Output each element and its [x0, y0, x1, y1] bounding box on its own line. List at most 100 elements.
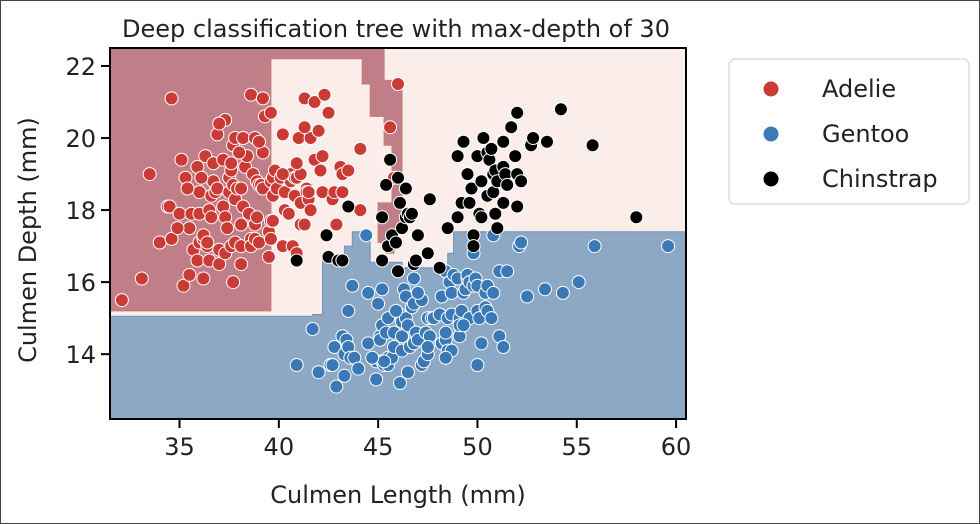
legend-label-gentoo: Gentoo: [822, 120, 909, 148]
point-gentoo: [325, 358, 340, 372]
point-chinstrap: [422, 192, 437, 207]
point-gentoo: [555, 285, 570, 300]
point-chinstrap: [474, 210, 489, 225]
point-chinstrap: [391, 264, 405, 279]
point-adelie: [301, 185, 316, 200]
point-gentoo: [327, 340, 342, 354]
point-gentoo: [289, 358, 304, 372]
point-adelie: [252, 134, 266, 149]
point-adelie: [289, 156, 304, 171]
point-gentoo: [500, 264, 515, 279]
point-adelie: [252, 235, 266, 250]
point-adelie: [275, 127, 290, 142]
point-adelie: [196, 271, 211, 286]
x-tick-label: 60: [661, 433, 692, 461]
y-tick-label: 22: [65, 53, 96, 81]
point-gentoo: [375, 282, 390, 297]
point-adelie: [204, 210, 219, 225]
point-chinstrap: [462, 195, 477, 210]
point-adelie: [232, 145, 247, 160]
point-adelie: [114, 293, 129, 308]
point-gentoo: [361, 285, 376, 300]
point-adelie: [134, 271, 149, 286]
point-adelie: [192, 185, 207, 200]
y-axis: 14 16 18 20 22: [65, 53, 110, 369]
point-gentoo: [587, 239, 602, 254]
point-chinstrap: [289, 253, 304, 268]
point-chinstrap: [393, 195, 407, 210]
y-tick-label: 20: [65, 125, 96, 153]
point-chinstrap: [629, 210, 644, 225]
point-adelie: [303, 203, 318, 218]
legend-label-adelie: Adelie: [822, 75, 896, 103]
point-chinstrap: [510, 199, 525, 214]
point-gentoo: [456, 318, 471, 333]
point-adelie: [281, 206, 296, 221]
legend-label-chinstrap: Chinstrap: [822, 165, 938, 193]
point-chinstrap: [383, 152, 398, 167]
point-adelie: [250, 210, 264, 225]
point-gentoo: [361, 336, 376, 351]
point-chinstrap: [488, 206, 503, 221]
point-adelie: [162, 199, 177, 214]
point-adelie: [315, 149, 330, 164]
point-adelie: [261, 249, 276, 264]
point-gentoo: [393, 376, 407, 390]
point-adelie: [182, 221, 197, 236]
x-tick-label: 45: [363, 433, 394, 461]
point-chinstrap: [510, 105, 525, 120]
point-adelie: [212, 257, 227, 272]
legend-box: [728, 58, 970, 205]
point-chinstrap: [420, 246, 435, 261]
point-chinstrap: [484, 141, 499, 156]
point-gentoo: [311, 365, 326, 380]
point-adelie: [353, 141, 368, 156]
point-chinstrap: [514, 174, 529, 189]
y-tick-label: 14: [65, 341, 96, 369]
point-chinstrap: [456, 134, 471, 149]
plot-area: [109, 47, 687, 420]
point-gentoo: [520, 289, 535, 304]
point-chinstrap: [476, 131, 491, 145]
point-gentoo: [371, 296, 386, 311]
point-chinstrap: [500, 177, 515, 192]
point-gentoo: [484, 311, 499, 326]
point-adelie: [353, 203, 368, 218]
point-adelie: [234, 181, 249, 196]
point-gentoo: [395, 329, 409, 344]
point-gentoo: [571, 275, 586, 290]
x-tick-label: 35: [164, 433, 195, 461]
point-chinstrap: [450, 210, 465, 225]
point-adelie: [255, 91, 270, 106]
point-adelie: [224, 156, 239, 171]
point-adelie: [200, 235, 215, 250]
point-adelie: [263, 105, 278, 120]
point-adelie: [383, 120, 398, 135]
x-axis: 35 40 45 50 55 60: [164, 419, 691, 461]
point-gentoo: [369, 372, 384, 387]
point-gentoo: [470, 358, 485, 372]
point-gentoo: [359, 228, 374, 243]
x-tick-label: 55: [561, 433, 592, 461]
point-gentoo: [406, 271, 421, 286]
point-chinstrap: [341, 199, 356, 214]
y-tick-label: 16: [65, 269, 96, 297]
point-chinstrap: [585, 138, 600, 153]
point-adelie: [190, 253, 205, 268]
point-adelie: [164, 231, 179, 246]
point-gentoo: [377, 354, 392, 369]
point-adelie: [275, 167, 290, 182]
point-adelie: [307, 95, 322, 109]
point-adelie: [226, 275, 241, 290]
point-gentoo: [661, 239, 676, 254]
point-chinstrap: [404, 206, 419, 221]
point-gentoo: [496, 340, 511, 354]
point-adelie: [311, 123, 326, 138]
legend-marker-gentoo: [762, 125, 780, 143]
point-adelie: [210, 181, 225, 196]
point-chinstrap: [490, 221, 505, 236]
scatter-points: [114, 77, 676, 394]
point-adelie: [212, 116, 227, 131]
point-adelie: [265, 213, 280, 228]
point-adelie: [317, 87, 332, 102]
